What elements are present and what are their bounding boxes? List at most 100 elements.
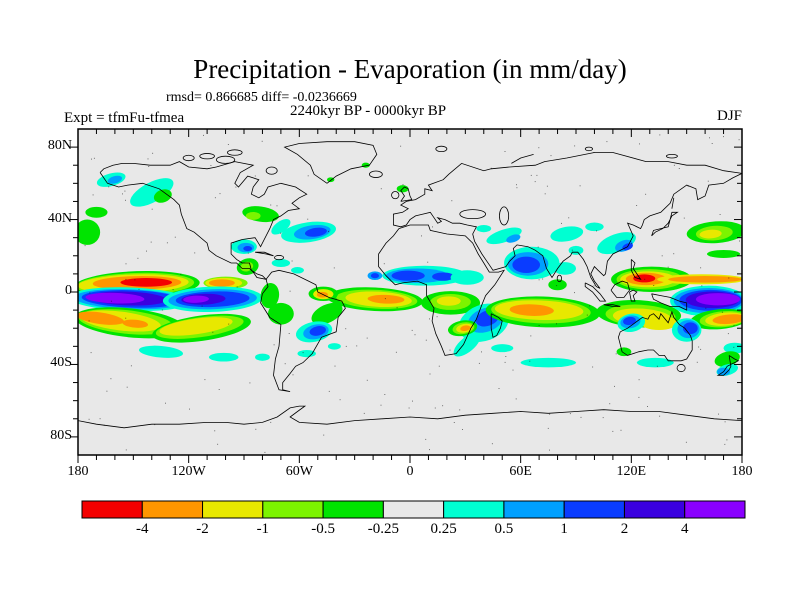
- anomaly-region: [327, 343, 341, 350]
- colorbar-label: -1: [256, 521, 270, 537]
- colorbar-cell: [382, 500, 445, 519]
- anomaly-region: [245, 211, 261, 220]
- stats-line: rmsd= 0.866685 diff= -0.0236669: [166, 90, 357, 105]
- anomaly-region: [208, 352, 239, 362]
- anomaly-region: [695, 293, 741, 306]
- anomaly-region: [506, 234, 521, 243]
- map-layers: [78, 134, 742, 453]
- anomaly-region: [491, 344, 514, 353]
- experiment-label: Expt = tfmFu-tfmea: [64, 110, 185, 126]
- anomaly-region: [706, 249, 741, 258]
- anomaly-region: [633, 274, 656, 283]
- y-tick-label: 40S: [50, 355, 72, 371]
- coastlines: [78, 141, 742, 429]
- anomaly-region: [640, 315, 678, 331]
- colorbar: [81, 500, 746, 519]
- colorbar-cell: [81, 500, 143, 519]
- colorbar-cell: [623, 500, 686, 519]
- period-line: 2240kyr BP - 0000kyr BP: [289, 103, 447, 119]
- anomaly-region: [723, 342, 742, 354]
- anomaly-region: [367, 294, 405, 304]
- anomaly-region: [512, 256, 541, 273]
- colorbar-label: 0.5: [494, 521, 514, 537]
- colorbar-cell: [262, 500, 324, 519]
- anomaly-region: [159, 317, 233, 336]
- stipple-dots: [84, 134, 740, 453]
- x-tick-label: 60W: [285, 464, 313, 479]
- anomaly-region: [122, 319, 149, 328]
- anomaly-region: [712, 314, 742, 325]
- anomaly-region: [453, 332, 481, 357]
- anomaly-region: [255, 353, 270, 361]
- anomaly-region: [520, 357, 576, 368]
- anomaly-region: [568, 245, 584, 255]
- colorbar-label: -2: [196, 521, 209, 537]
- anomaly-region: [553, 262, 577, 275]
- x-tick-label: 120E: [616, 464, 647, 479]
- anomaly-region: [304, 227, 327, 237]
- anomaly-region: [85, 292, 145, 304]
- colorbar-cell: [322, 500, 384, 519]
- y-tick-label: 40N: [47, 210, 72, 226]
- x-tick-label: 0: [406, 464, 414, 479]
- colorbar-cell: [684, 500, 746, 519]
- colorbar-cell: [503, 500, 565, 519]
- anomaly-region: [309, 326, 326, 336]
- y-tick-label: 80S: [50, 427, 72, 443]
- anomaly-region: [436, 296, 461, 306]
- anomaly-region: [311, 302, 343, 325]
- colorbar-cell: [141, 500, 204, 519]
- anomaly-region: [550, 226, 584, 242]
- x-tick-label: 180: [731, 464, 753, 479]
- colorbar-cell: [563, 500, 625, 519]
- anomaly-region: [636, 357, 674, 368]
- anomaly-region: [432, 272, 455, 281]
- anomaly-region: [585, 222, 604, 232]
- anomaly-region: [616, 347, 632, 357]
- x-tick-label: 60E: [509, 464, 532, 479]
- anomaly-region: [450, 270, 484, 285]
- anomaly-region: [85, 206, 108, 218]
- anomaly-region: [260, 283, 280, 309]
- anomaly-region: [120, 278, 173, 287]
- y-tick-label: 0: [65, 283, 72, 298]
- anomaly-region: [78, 311, 124, 325]
- anomaly-region: [668, 276, 742, 283]
- anomaly-region: [370, 273, 380, 279]
- anomaly-region: [623, 316, 636, 326]
- anomaly-region: [291, 267, 304, 274]
- x-tick-label: 180: [67, 464, 89, 479]
- anomaly-region: [130, 178, 174, 207]
- anomaly-region: [267, 302, 294, 325]
- season-label: DJF: [716, 108, 742, 124]
- anomaly-region: [138, 345, 184, 358]
- anomaly-region: [486, 227, 522, 245]
- colorbar-cell: [443, 500, 505, 519]
- colorbar-label: -0.25: [367, 521, 399, 537]
- y-tick-label: 80N: [47, 138, 72, 154]
- anomaly-region: [78, 219, 101, 245]
- plot-title: Precipitation - Evaporation (in mm/day): [193, 54, 627, 84]
- anomaly-region: [297, 349, 316, 358]
- colorbar-label: -4: [136, 521, 149, 537]
- anomaly-region: [243, 245, 253, 252]
- anomaly-region: [271, 219, 291, 235]
- anomaly-region: [208, 279, 235, 287]
- anomaly-region: [153, 189, 172, 203]
- anomaly-region: [183, 295, 209, 303]
- anomaly-region: [391, 270, 425, 281]
- colorbar-label: 4: [680, 521, 689, 537]
- colorbar-cell: [202, 500, 264, 519]
- anomaly-region: [699, 229, 722, 239]
- anomaly-region: [509, 304, 554, 316]
- colorbar-label: 0.25: [430, 521, 457, 537]
- colorbar-label: -0.5: [311, 521, 335, 537]
- anomaly-region: [271, 259, 291, 268]
- anomaly-region: [460, 325, 471, 332]
- axis-ticks: [70, 129, 743, 463]
- anomaly-region: [476, 224, 492, 233]
- x-tick-label: 120W: [171, 464, 206, 479]
- anomaly-region: [107, 175, 123, 184]
